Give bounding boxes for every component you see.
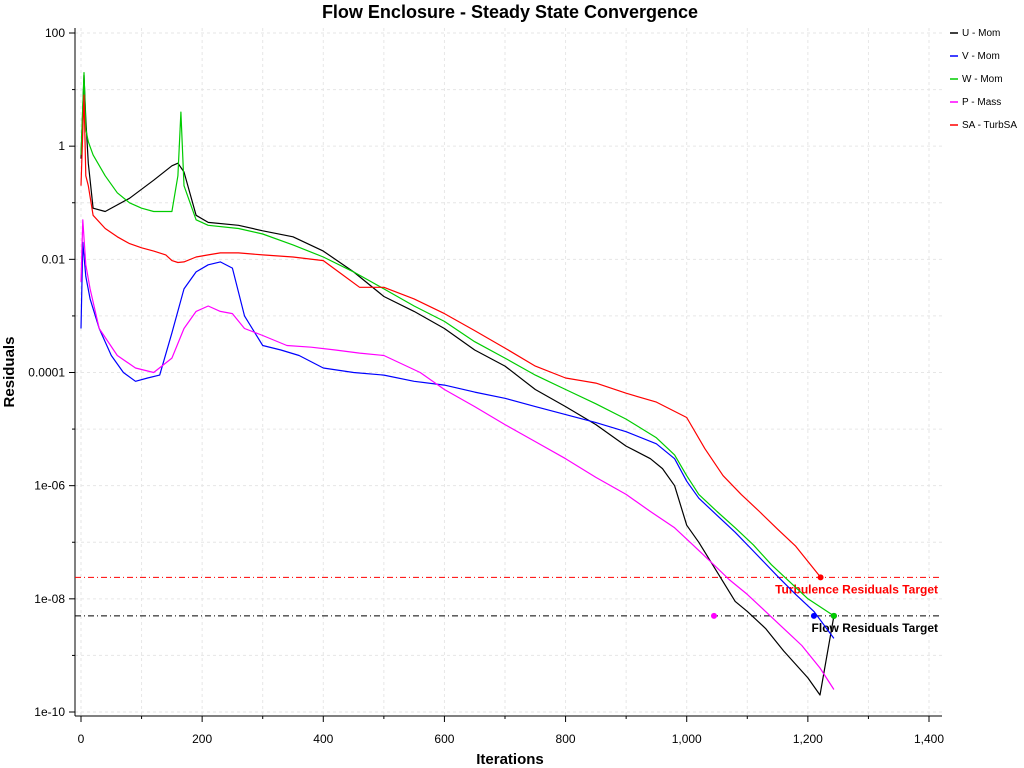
legend-label: V - Mom bbox=[962, 51, 1000, 62]
series-line bbox=[80, 241, 835, 639]
target-marker bbox=[830, 612, 837, 619]
legend-label: W - Mom bbox=[962, 74, 1003, 85]
legend-label: U - Mom bbox=[962, 28, 1000, 39]
tick-labels: 0 200 400 600 800 1,000 1,200 1,400 100 1 0.01 0.00… bbox=[28, 26, 944, 746]
target-lines: Turbulence Residuals Target Flow Residual… bbox=[75, 576, 942, 635]
legend: U - Mom V - Mom W - Mom P - Mass SA - TurbSA bbox=[950, 28, 1017, 131]
x-axis-title: Iterations bbox=[476, 751, 544, 768]
y-tick-label: 1e-06 bbox=[34, 479, 65, 493]
y-tick-label: 1 bbox=[58, 139, 65, 153]
grid-lines bbox=[75, 28, 942, 716]
chart-title: Flow Enclosure - Steady State Convergenc… bbox=[322, 2, 698, 22]
legend-label: SA - TurbSA bbox=[962, 120, 1017, 131]
y-tick-label: 0.01 bbox=[42, 252, 66, 266]
x-tick-label: 200 bbox=[192, 732, 212, 746]
y-tick-label: 1e-10 bbox=[34, 705, 65, 719]
axes bbox=[69, 28, 942, 722]
target-markers bbox=[710, 574, 837, 619]
series-line bbox=[80, 219, 835, 690]
x-tick-label: 600 bbox=[434, 732, 454, 746]
x-tick-label: 1,000 bbox=[672, 732, 702, 746]
y-tick-label: 100 bbox=[45, 26, 65, 40]
series-line bbox=[80, 74, 835, 696]
target-label: Turbulence Residuals Target bbox=[775, 582, 938, 596]
target-label: Flow Residuals Target bbox=[812, 621, 938, 635]
target-marker bbox=[710, 612, 717, 619]
series-line bbox=[80, 94, 822, 578]
y-tick-label: 0.0001 bbox=[28, 366, 65, 380]
target-marker bbox=[817, 574, 824, 581]
y-tick-label: 1e-08 bbox=[34, 592, 65, 606]
y-axis-title: Residuals bbox=[1, 337, 18, 408]
series-line bbox=[80, 71, 835, 617]
x-tick-label: 1,400 bbox=[914, 732, 944, 746]
x-tick-label: 800 bbox=[556, 732, 576, 746]
x-tick-label: 400 bbox=[313, 732, 333, 746]
x-tick-label: 1,200 bbox=[793, 732, 823, 746]
legend-label: P - Mass bbox=[962, 97, 1001, 108]
target-marker bbox=[810, 612, 817, 619]
x-tick-label: 0 bbox=[78, 732, 85, 746]
series-lines bbox=[80, 71, 835, 696]
